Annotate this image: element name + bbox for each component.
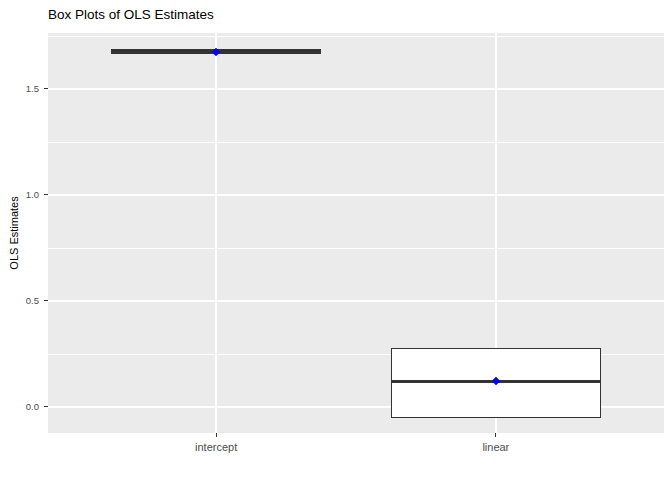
gridline-minor-horizontal bbox=[48, 36, 664, 37]
gridline-major-horizontal bbox=[48, 300, 664, 301]
y-axis-title: OLS Estimates bbox=[8, 196, 20, 269]
boxplot-figure: Box Plots of OLS Estimates OLS Estimates… bbox=[0, 0, 672, 480]
gridline-minor-horizontal bbox=[48, 142, 664, 143]
gridline-minor-horizontal bbox=[48, 248, 664, 249]
y-tick-label: 0.0 bbox=[0, 401, 39, 413]
gridline-major-horizontal bbox=[48, 88, 664, 89]
y-axis-tick bbox=[44, 300, 48, 301]
y-tick-label: 1.0 bbox=[0, 189, 39, 201]
x-axis-tick bbox=[216, 433, 217, 437]
x-category-label: intercept bbox=[156, 440, 276, 454]
plot-panel bbox=[48, 33, 664, 433]
y-tick-label: 0.5 bbox=[0, 295, 39, 307]
y-tick-label: 1.5 bbox=[0, 83, 39, 95]
y-axis-tick bbox=[44, 88, 48, 89]
x-axis-tick bbox=[495, 433, 496, 437]
y-axis-tick bbox=[44, 406, 48, 407]
chart-title: Box Plots of OLS Estimates bbox=[48, 6, 214, 24]
gridline-major-vertical bbox=[215, 33, 216, 433]
gridline-major-horizontal bbox=[48, 194, 664, 195]
x-category-label: linear bbox=[436, 440, 556, 454]
y-axis-tick bbox=[44, 194, 48, 195]
